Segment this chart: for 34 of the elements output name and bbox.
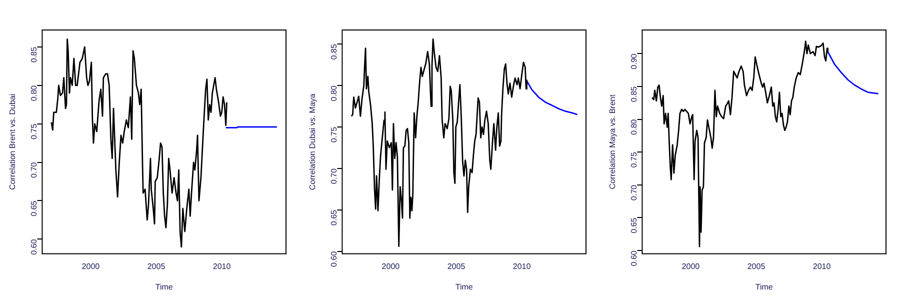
- x-tick-label: 2010: [512, 262, 532, 271]
- x-axis-title: Time: [155, 282, 174, 292]
- y-tick-label: 0.75: [629, 152, 638, 168]
- x-axis-title: Time: [455, 282, 474, 292]
- x-tick-label: 2000: [82, 262, 100, 271]
- y-tick-label: 0.75: [329, 126, 338, 143]
- y-tick-label: 0.80: [629, 118, 638, 135]
- y-axis-title: Correlation Dubai vs. Maya: [308, 93, 318, 190]
- x-tick-label: 2000: [382, 262, 400, 271]
- y-tick-label: 0.85: [629, 86, 638, 102]
- y-tick-label: 0.65: [329, 209, 338, 226]
- y-tick-label: 0.60: [629, 250, 638, 266]
- y-tick-label: 0.65: [629, 217, 638, 234]
- y-tick-label: 0.90: [629, 53, 638, 70]
- x-axis-title: Time: [755, 282, 774, 292]
- y-tick-label: 0.80: [329, 84, 338, 102]
- x-tick-label: 2005: [147, 262, 166, 271]
- y-tick-label: 0.65: [29, 200, 38, 216]
- x-tick-label: 2000: [682, 262, 700, 271]
- y-tick-label: 0.85: [329, 44, 338, 60]
- x-tick-label: 2010: [812, 262, 832, 271]
- y-axis-title: Correlation Maya vs. Brent: [608, 94, 618, 190]
- y-tick-label: 0.85: [29, 46, 38, 62]
- y-tick-label: 0.75: [29, 123, 38, 140]
- y-tick-label: 0.60: [329, 250, 338, 267]
- y-tick-label: 0.70: [629, 184, 638, 200]
- y-tick-label: 0.60: [29, 238, 38, 255]
- y-tick-label: 0.70: [329, 168, 338, 184]
- x-tick-label: 2005: [747, 262, 766, 271]
- y-tick-label: 0.70: [29, 162, 38, 178]
- x-tick-label: 2005: [447, 262, 466, 271]
- x-tick-label: 2010: [212, 262, 232, 271]
- y-tick-label: 0.80: [29, 84, 38, 101]
- y-axis-title: Correlation Brent vs. Dubai: [8, 94, 18, 190]
